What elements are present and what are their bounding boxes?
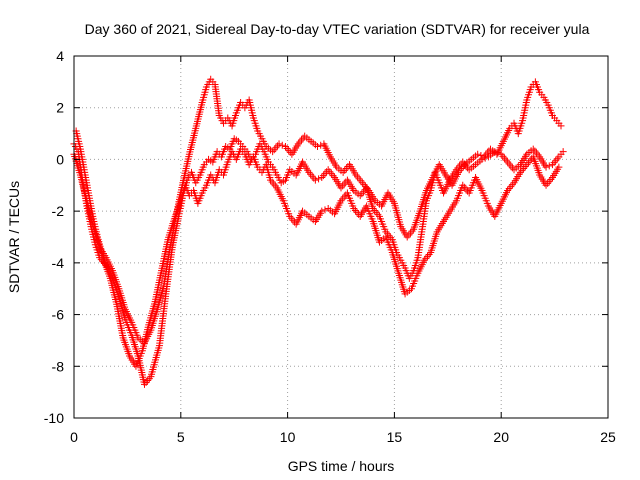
series-3	[70, 75, 565, 347]
x-tick-label: 25	[600, 429, 616, 445]
data-point	[557, 122, 565, 130]
x-tick-label: 20	[493, 429, 509, 445]
y-tick-label: -4	[52, 255, 65, 271]
data-point	[275, 140, 283, 148]
data-point-fill	[477, 152, 485, 160]
series-2	[72, 127, 563, 370]
data-points	[70, 75, 567, 388]
data-point	[474, 150, 482, 158]
data-point	[314, 143, 322, 150]
data-point-fill	[545, 162, 553, 170]
data-point-fill	[317, 141, 325, 149]
data-point-fill	[481, 154, 489, 162]
y-tick-label: 4	[56, 48, 64, 64]
data-point	[311, 176, 319, 184]
x-tick-label: 15	[387, 429, 403, 445]
y-tick-label: 2	[56, 100, 64, 116]
tick-labels: 0 5 10 15 20 25 -10 -8 -6 -4 -2 0 2 4	[44, 48, 616, 445]
data-point	[542, 163, 550, 171]
data-point-fill	[315, 175, 323, 183]
y-tick-label: -6	[52, 307, 65, 323]
x-axis-label: GPS time / hours	[288, 458, 395, 474]
axis-ticks	[73, 55, 609, 419]
data-point	[318, 207, 326, 215]
x-tick-label: 10	[280, 429, 296, 445]
plot-frame	[73, 55, 609, 419]
y-axis-label: SDTVAR / TECUs	[6, 181, 22, 293]
y-tick-label: -10	[44, 410, 64, 426]
y-tick-label: -2	[52, 203, 65, 219]
data-point	[559, 148, 567, 156]
data-point	[555, 163, 563, 171]
y-tick-label: -8	[52, 358, 65, 374]
data-point-fill	[278, 141, 286, 149]
y-tick-label: 0	[56, 151, 64, 167]
x-tick-label: 0	[70, 429, 78, 445]
x-tick-label: 5	[177, 429, 185, 445]
chart-title: Day 360 of 2021, Sidereal Day-to-day VTE…	[85, 21, 590, 37]
